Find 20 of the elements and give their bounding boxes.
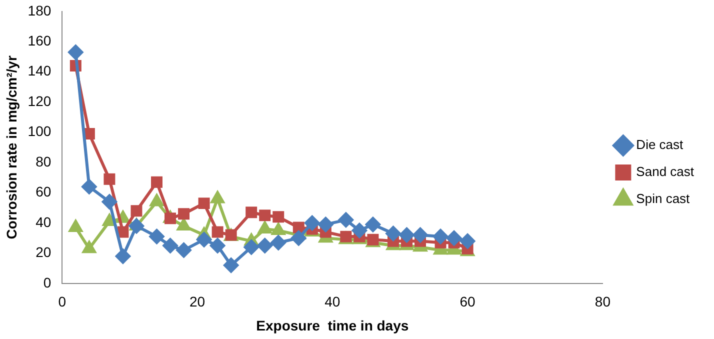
x-tick-label: 60	[460, 294, 476, 310]
y-tick-label: 180	[28, 2, 52, 18]
legend-label: Sand cast	[636, 164, 694, 180]
legend-label: Die cast	[636, 137, 684, 152]
y-tick-label: 120	[28, 92, 52, 109]
y-tick-label: 100	[28, 123, 52, 140]
x-tick-label: 80	[594, 294, 611, 310]
x-tick-label: 0	[58, 294, 66, 310]
y-tick-label: 60	[36, 184, 52, 200]
y-tick-label: 80	[36, 153, 52, 170]
x-axis-title: Exposure time in days	[256, 317, 409, 334]
y-tick-label: 20	[36, 244, 52, 260]
x-tick-label: 40	[324, 294, 340, 310]
x-tick-label: 20	[190, 294, 206, 310]
y-tick-label: 40	[36, 214, 52, 230]
y-tick-label: 140	[28, 62, 52, 79]
y-tick-label: 160	[28, 32, 52, 48]
y-axis-title: Corrosion rate in mg/cm²/yr	[3, 55, 20, 240]
y-tick-label: 0	[43, 274, 52, 290]
legend-label: Spin cast	[636, 191, 690, 206]
